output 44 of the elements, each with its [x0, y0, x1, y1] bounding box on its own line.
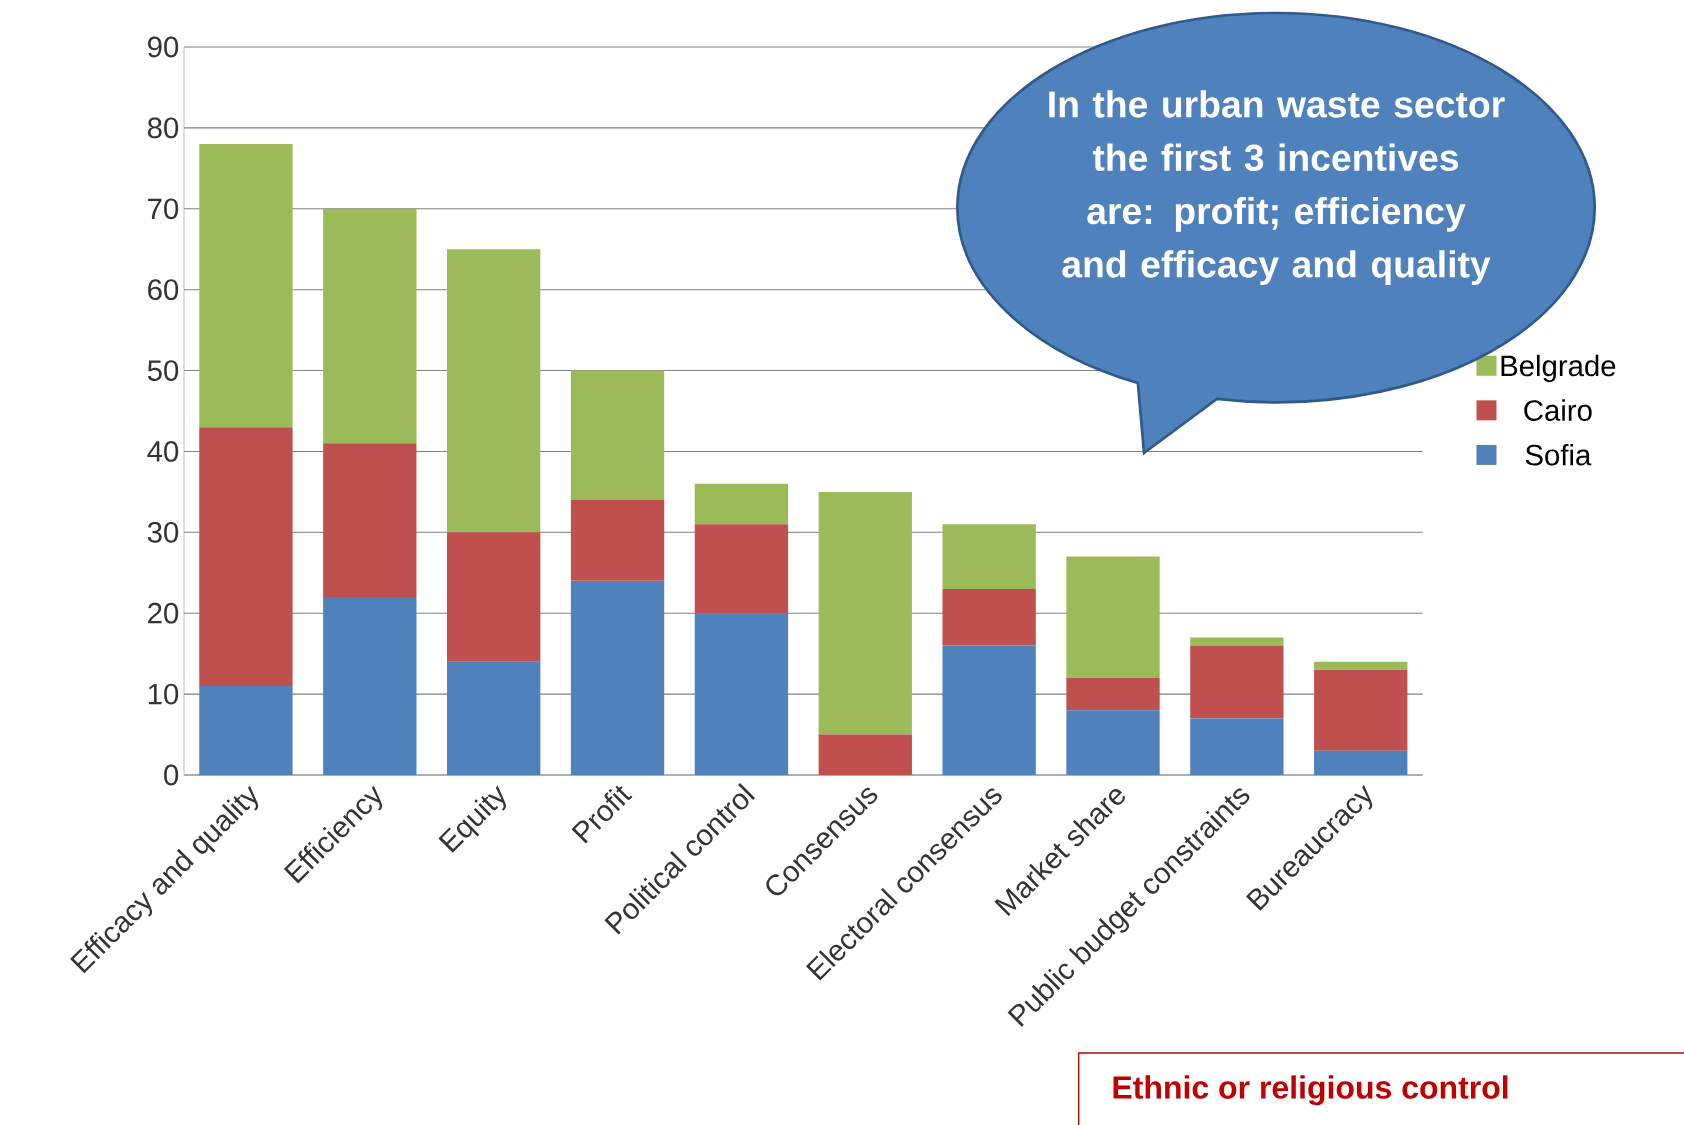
bar: [199, 427, 293, 687]
bar: [1190, 637, 1284, 646]
bar: [570, 370, 665, 500]
y-tick-label: 10: [148, 683, 179, 705]
bar: [694, 613, 789, 775]
bar: [323, 443, 417, 598]
bar: [570, 580, 665, 775]
bar: [1190, 645, 1284, 719]
bar: [818, 734, 912, 775]
y-tick-label: 40: [147, 441, 179, 462]
bar: [1314, 750, 1408, 775]
bar: [323, 597, 417, 775]
bar: [1314, 661, 1408, 670]
bar: [942, 588, 1036, 646]
legend-label: Belgrade: [1501, 354, 1616, 383]
y-tick-label: 60: [148, 279, 179, 301]
bar: [1066, 677, 1160, 711]
y-tick-label: 80: [147, 117, 179, 139]
bar: [1190, 718, 1284, 775]
y-tick-label: 30: [147, 521, 179, 543]
bar: [447, 661, 541, 775]
bar: [447, 249, 541, 533]
bar: [942, 524, 1036, 589]
bar: [199, 686, 293, 775]
y-tick-label: 90: [148, 36, 179, 58]
bar: [694, 483, 789, 525]
bar: [199, 144, 293, 428]
bar: [1066, 556, 1160, 678]
bar: [570, 499, 665, 581]
bar: [942, 645, 1036, 775]
bar: [447, 532, 541, 662]
legend-label: Cairo: [1524, 399, 1592, 421]
y-tick-label: 0: [164, 764, 179, 786]
y-tick-label: 20: [148, 602, 179, 624]
bar: [1314, 669, 1408, 751]
text: Ethnic or religious control: [1113, 1075, 1508, 1106]
bar: [1066, 710, 1160, 775]
y-tick-label: 50: [147, 360, 179, 381]
y-tick-label: 70: [148, 198, 179, 220]
bar: [323, 208, 417, 444]
bar: [694, 524, 789, 614]
annotation: In the urban waste sector the first 3 incentives are: profit; efficiency and efficacy and quality: [1049, 90, 1505, 286]
bar: [818, 491, 912, 735]
legend-label: Sofia: [1525, 443, 1592, 466]
